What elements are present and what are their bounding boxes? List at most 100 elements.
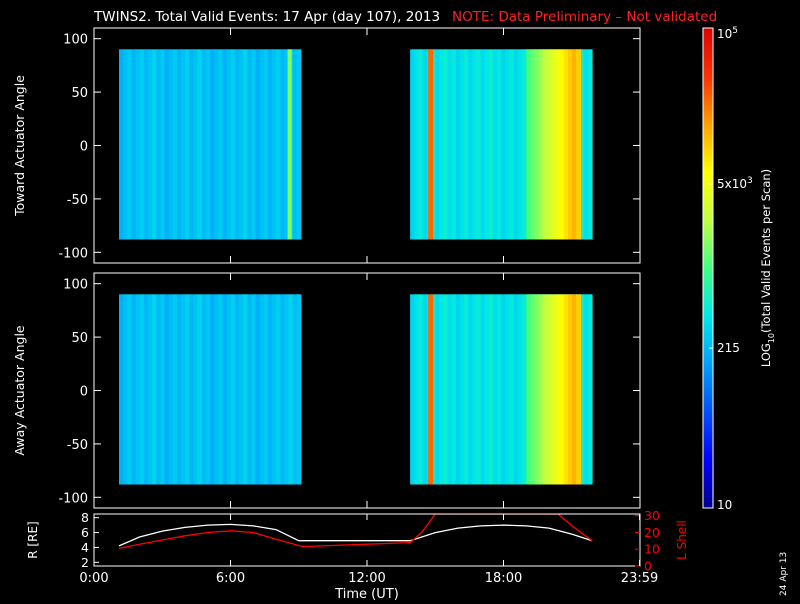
heatmap-stripe bbox=[172, 294, 178, 485]
heatmap-feature-away-1 bbox=[538, 294, 544, 485]
heatmap-stripe bbox=[147, 294, 153, 485]
heatmap-block-away-0 bbox=[119, 294, 302, 485]
heatmap-stripe bbox=[222, 294, 228, 485]
heatmap-stripe bbox=[459, 294, 465, 485]
heatmap-stripe bbox=[230, 49, 236, 240]
heatmap-feature-toward-2 bbox=[538, 49, 544, 240]
heatmap-stripe bbox=[243, 294, 248, 485]
heatmap-stripe bbox=[156, 294, 161, 485]
heatmap-stripe bbox=[259, 294, 265, 485]
heatmap-stripe bbox=[214, 294, 219, 485]
colorbar-label-sub: 10 bbox=[767, 333, 776, 343]
heatmap-stripe bbox=[414, 49, 419, 240]
xtick-label: 6:00 bbox=[216, 571, 245, 586]
generation-date: 24 Apr 13 bbox=[779, 552, 789, 596]
ytick-right-label: 20 bbox=[644, 525, 660, 540]
series-line-l-shell bbox=[118, 514, 593, 550]
heatmap-stripe bbox=[418, 294, 424, 485]
heatmap-feature-toward-2 bbox=[534, 49, 540, 240]
colorbar-frame bbox=[702, 27, 714, 509]
heatmap-stripe bbox=[422, 294, 428, 485]
heatmap-stripe bbox=[488, 49, 494, 240]
heatmap-stripe bbox=[276, 49, 281, 240]
heatmap-stripe bbox=[480, 294, 486, 485]
heatmap-stripe bbox=[579, 49, 585, 240]
ytick-label: 0 bbox=[80, 385, 88, 400]
heatmap-stripe bbox=[210, 49, 215, 240]
heatmap-stripe bbox=[472, 294, 477, 485]
heatmap-stripe bbox=[210, 294, 215, 485]
heatmap-stripe bbox=[139, 49, 145, 240]
heatmap-stripe bbox=[296, 294, 302, 485]
heatmap-stripe bbox=[410, 49, 415, 240]
series-line-r-distance bbox=[118, 523, 593, 547]
heatmap-stripe bbox=[267, 294, 273, 485]
colorbar-label-main: LOG bbox=[759, 343, 773, 367]
heatmap-stripe bbox=[119, 294, 124, 485]
heatmap-feature-toward-2 bbox=[567, 49, 573, 240]
heatmap-stripe bbox=[280, 49, 285, 240]
heatmap-stripe bbox=[139, 294, 145, 485]
heatmap-stripe bbox=[168, 49, 174, 240]
ylabel-left: R [RE] bbox=[26, 521, 40, 558]
heatmap-stripe bbox=[226, 49, 232, 240]
ytick-label: -100 bbox=[58, 246, 88, 261]
heatmap-stripe bbox=[152, 49, 157, 240]
heatmap-stripe bbox=[505, 49, 510, 240]
heatmap-stripe bbox=[259, 49, 265, 240]
heatmap-stripe bbox=[583, 49, 589, 240]
heatmap-stripe bbox=[238, 294, 244, 485]
ytick-left-label: 8 bbox=[81, 510, 89, 525]
heatmap-stripe bbox=[127, 49, 132, 240]
heatmap-stripe bbox=[222, 49, 228, 240]
heatmap-feature-toward-2 bbox=[572, 49, 577, 240]
heatmap-stripe bbox=[579, 294, 585, 485]
colorbar-tick-label: 5x103 bbox=[717, 176, 753, 191]
heatmap-stripe bbox=[255, 294, 261, 485]
heatmap-stripe bbox=[509, 49, 515, 240]
heatmap-stripe bbox=[468, 49, 473, 240]
heatmap-stripe bbox=[492, 294, 498, 485]
colorbar-tick-label: 105 bbox=[717, 26, 738, 41]
heatmap-stripe bbox=[292, 294, 298, 485]
heatmap-feature-away-1 bbox=[563, 294, 569, 485]
ytick-label: 50 bbox=[71, 331, 88, 346]
heatmap-feature-toward-2 bbox=[542, 49, 548, 240]
ytick-right-label: 0 bbox=[644, 559, 652, 574]
colorbar-gradient bbox=[703, 28, 713, 508]
heatmap-stripe bbox=[205, 49, 211, 240]
heatmap-feature-away-1 bbox=[551, 294, 557, 485]
heatmap-stripe bbox=[135, 294, 141, 485]
ytick-left-label: 6 bbox=[81, 525, 89, 540]
heatmap-feature-away-1 bbox=[530, 294, 536, 485]
heatmap-stripe bbox=[414, 294, 419, 485]
heatmap-feature-away-1 bbox=[542, 294, 548, 485]
heatmap-stripe bbox=[588, 49, 593, 240]
heatmap-stripe bbox=[193, 49, 199, 240]
heatmap-stripe bbox=[181, 294, 186, 485]
heatmap-stripe bbox=[272, 294, 277, 485]
ytick-left-label: 2 bbox=[81, 555, 89, 570]
heatmap-feature-away-1 bbox=[559, 294, 565, 485]
heatmap-stripe bbox=[189, 294, 194, 485]
heatmap-stripe bbox=[127, 294, 132, 485]
heatmap-stripe bbox=[288, 294, 294, 485]
heatmap-stripe bbox=[517, 294, 523, 485]
heatmap-stripe bbox=[263, 294, 269, 485]
heatmap-stripe bbox=[119, 49, 124, 240]
heatmap-stripe bbox=[447, 49, 453, 240]
heatmap-stripe bbox=[156, 49, 161, 240]
heatmap-stripe bbox=[176, 49, 182, 240]
heatmap-stripe bbox=[143, 294, 149, 485]
heatmap-stripe bbox=[160, 49, 166, 240]
chart-note: NOTE: Data Preliminary – Not validated bbox=[452, 9, 717, 25]
heatmap-stripe bbox=[505, 294, 510, 485]
heatmap-stripe bbox=[492, 49, 498, 240]
heatmap-stripe bbox=[435, 294, 440, 485]
heatmap-stripe bbox=[197, 294, 203, 485]
heatmap-stripe bbox=[296, 49, 302, 240]
heatmap-stripe bbox=[172, 49, 178, 240]
heatmap-stripe bbox=[181, 49, 186, 240]
